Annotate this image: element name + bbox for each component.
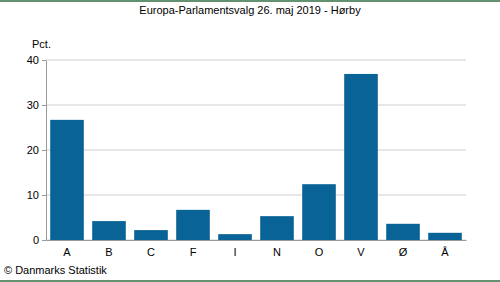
x-tick: C <box>147 240 155 258</box>
x-tick: F <box>190 240 197 258</box>
x-tick-label: Å <box>441 246 449 258</box>
y-tick-mark <box>42 60 46 61</box>
x-tick-label: A <box>63 246 71 258</box>
title: Europa-Parlamentsvalg 26. maj 2019 - Hør… <box>139 4 361 16</box>
bottom-rule <box>0 280 500 282</box>
x-tick: B <box>105 240 112 258</box>
x-tick: Ø <box>399 240 408 258</box>
x-tick-label: V <box>357 246 365 258</box>
x-tick-label: B <box>105 246 112 258</box>
chart: Europa-Parlamentsvalg 26. maj 2019 - Hør… <box>0 0 500 282</box>
bar <box>92 221 126 240</box>
x-axis-line <box>47 240 467 241</box>
top-rule <box>0 0 500 2</box>
bars <box>50 74 462 240</box>
y-tick-mark <box>42 150 46 151</box>
y-tick-label: 0 <box>33 234 39 246</box>
x-tick-label: F <box>190 246 197 258</box>
x-axis: ABCFINOVØÅ <box>47 240 467 258</box>
x-tick: A <box>63 240 71 258</box>
grid-line <box>46 105 466 106</box>
bar <box>134 230 168 240</box>
x-tick-label: O <box>315 246 324 258</box>
grid-line <box>46 150 466 151</box>
y-tick: 0 <box>33 234 46 246</box>
y-tick-label: 20 <box>27 144 39 156</box>
x-tick-label: Ø <box>399 246 408 258</box>
x-tick: O <box>315 240 324 258</box>
x-tick-label: C <box>147 246 155 258</box>
x-tick-label: N <box>273 246 281 258</box>
bar <box>218 234 252 240</box>
x-tick: V <box>357 240 365 258</box>
bar <box>302 184 336 240</box>
grid-line <box>46 195 466 196</box>
bar <box>344 74 378 240</box>
y-tick-mark <box>42 240 46 241</box>
y-tick: 30 <box>27 99 46 111</box>
grid <box>46 60 466 240</box>
source-note: © Danmarks Statistik <box>4 264 107 276</box>
bar <box>50 120 84 240</box>
y-tick-label: 30 <box>27 99 39 111</box>
y-axis: 0 10 20 30 40 <box>27 54 47 246</box>
y-tick-label: 10 <box>27 189 39 201</box>
y-axis-label: Pct. <box>32 38 51 50</box>
y-tick-label: 40 <box>27 54 39 66</box>
bar <box>176 210 210 240</box>
y-tick: 20 <box>27 144 46 156</box>
y-axis-line <box>46 61 47 241</box>
x-tick: Å <box>441 240 449 258</box>
y-tick: 40 <box>27 54 46 66</box>
y-tick-mark <box>42 105 46 106</box>
x-tick: I <box>233 240 236 258</box>
y-tick-mark <box>42 195 46 196</box>
y-tick: 10 <box>27 189 46 201</box>
bar <box>386 224 420 240</box>
bar <box>428 233 462 240</box>
grid-line <box>46 60 466 61</box>
x-tick-label: I <box>233 246 236 258</box>
x-tick: N <box>273 240 281 258</box>
bar <box>260 216 294 240</box>
